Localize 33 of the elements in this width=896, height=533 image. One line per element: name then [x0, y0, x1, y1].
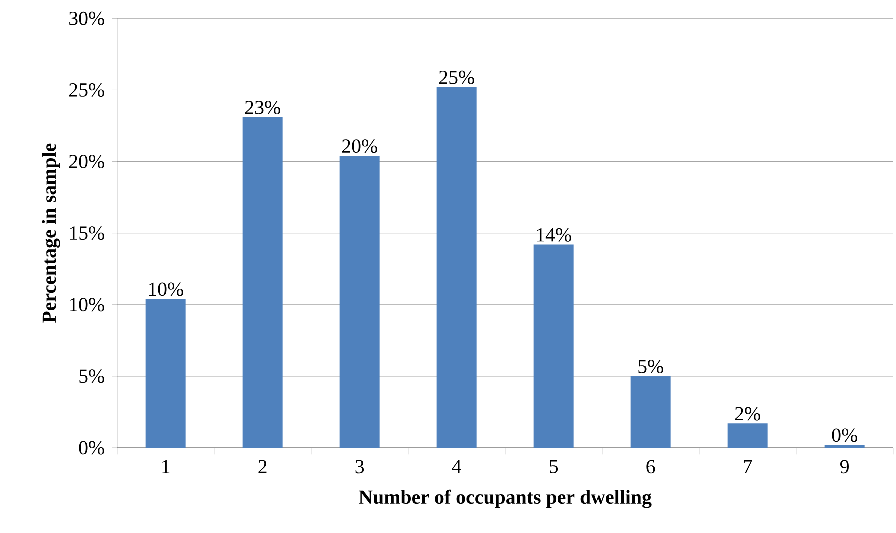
data-label: 10%: [149, 282, 184, 296]
data-label: 25%: [439, 70, 474, 84]
bar: [242, 117, 283, 448]
y-tick-label: 15%: [70, 226, 104, 240]
x-axis-title: Number of occupants per dwelling: [359, 490, 652, 508]
y-tick-label: 30%: [70, 12, 104, 26]
y-tick-label: 20%: [69, 154, 104, 168]
y-tick-label: 10%: [70, 298, 104, 312]
data-label: 14%: [537, 228, 572, 242]
data-label: 20%: [342, 139, 378, 153]
data-label: 2%: [735, 407, 760, 421]
x-tick-label: 6: [646, 460, 656, 474]
y-tick-label: 5%: [80, 370, 104, 384]
bar: [630, 376, 671, 448]
bar: [728, 424, 768, 448]
bar: [534, 244, 574, 448]
bar: [824, 444, 865, 448]
data-label: 5%: [638, 360, 664, 374]
x-tick-label: 5: [550, 460, 558, 474]
x-tick-label: 4: [452, 460, 462, 474]
data-label: 0%: [832, 428, 858, 442]
bar: [436, 87, 477, 448]
data-label: 23%: [245, 100, 280, 114]
x-tick-label: 7: [744, 460, 752, 474]
bar: [146, 299, 186, 448]
x-tick-label: 1: [162, 460, 170, 474]
y-tick-label: 0%: [79, 441, 104, 455]
x-tick-label: 3: [356, 460, 364, 474]
y-tick-label: 25%: [69, 83, 104, 97]
x-tick-label: 9: [840, 460, 849, 474]
x-tick-label: 2: [258, 460, 267, 474]
bar: [340, 156, 380, 448]
y-axis-title: Percentage in sample: [42, 144, 60, 323]
